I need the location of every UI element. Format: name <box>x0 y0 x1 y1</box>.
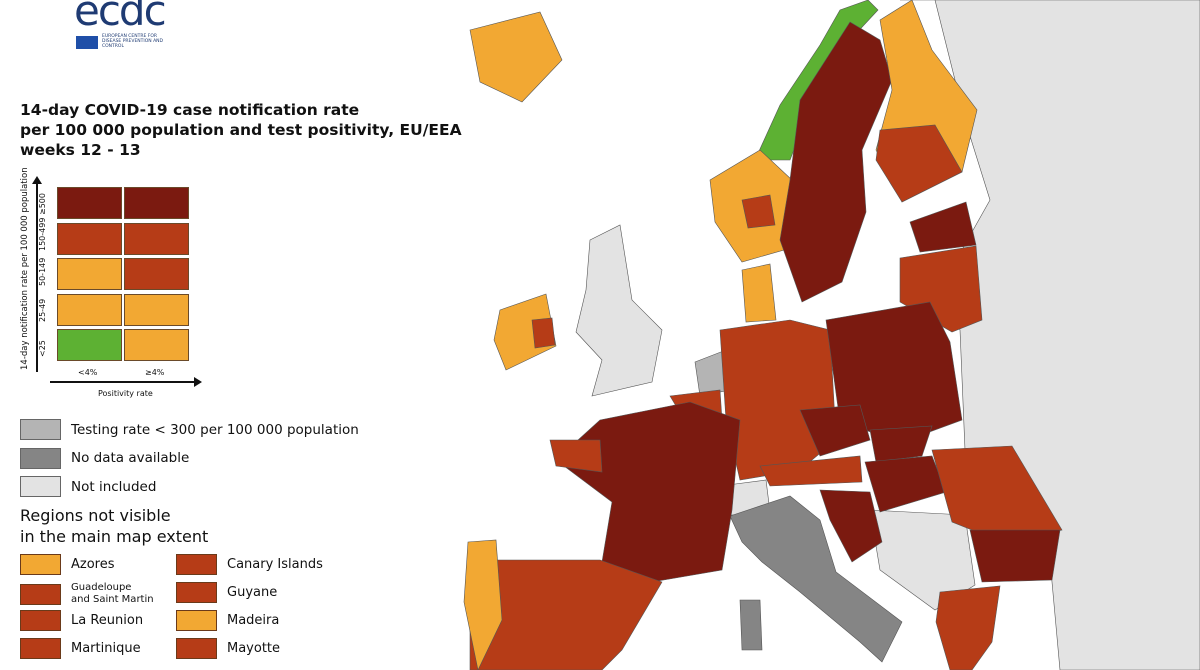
matrix-x-label: <4% <box>78 368 98 377</box>
region-swatch <box>176 638 217 659</box>
matrix-cell <box>57 329 122 361</box>
legend-label: Testing rate < 300 per 100 000 populatio… <box>71 421 359 438</box>
region-hungary <box>864 455 947 513</box>
region-swatch <box>20 610 61 631</box>
matrix-x-title: Positivity rate <box>98 389 153 398</box>
region-swatch <box>20 583 61 605</box>
outside-region-item: Martinique <box>20 638 141 659</box>
region-swatch <box>20 638 61 659</box>
region-germany <box>719 319 837 481</box>
region-italy <box>729 495 903 663</box>
region-bulgaria <box>969 529 1061 583</box>
legend-label: Not included <box>71 478 157 495</box>
legend-item: Testing rate < 300 per 100 000 populatio… <box>20 419 359 440</box>
region-swatch <box>176 554 217 575</box>
region-iceland <box>469 11 563 103</box>
matrix-cell <box>124 187 189 219</box>
legend-label: No data available <box>71 450 190 466</box>
eu-flag-icon <box>76 36 98 49</box>
outside-region-item: Mayotte <box>176 638 280 659</box>
region-label: Martinique <box>71 641 141 656</box>
matrix-cell <box>124 258 189 290</box>
matrix-y-label: 50-149 <box>38 257 47 286</box>
region-swatch <box>20 554 61 575</box>
matrix-y-title: 14-day notification rate per 100 000 pop… <box>20 167 30 370</box>
outside-region-item: Madeira <box>176 610 279 631</box>
title-line-2: per 100 000 population and test positivi… <box>20 121 462 139</box>
matrix-cell <box>57 258 122 290</box>
region-label: Guyane <box>227 585 278 600</box>
matrix-y-label: 150-499 <box>38 217 47 251</box>
matrix-y-label: <25 <box>38 340 47 357</box>
region-uk <box>575 224 663 397</box>
legend-swatch <box>20 419 61 440</box>
region-slovakia <box>869 425 933 463</box>
legend-swatch <box>20 476 61 497</box>
legend-item: No data available <box>20 447 190 469</box>
outside-region-item: Azores <box>20 554 115 575</box>
region-slovenia-croatia <box>819 489 883 563</box>
matrix-y-label: ≥500 <box>38 193 47 215</box>
region-spain <box>469 559 663 670</box>
region-swatch <box>176 582 217 603</box>
matrix-cell <box>57 293 122 326</box>
outside-regions-title-2: in the main map extent <box>20 527 209 546</box>
outside-region-item: Guyane <box>176 582 277 603</box>
y-axis-arrow <box>33 176 41 372</box>
outside-region-item: Guadeloupe and Saint Martin <box>20 582 154 606</box>
matrix-cell <box>57 187 122 219</box>
matrix-cell <box>124 222 189 255</box>
map-title: 14-day COVID-19 case notification rate p… <box>20 100 462 160</box>
region-ireland-east <box>531 317 556 349</box>
outside-regions-title: Regions not visible in the main map exte… <box>20 505 208 547</box>
x-axis-arrow <box>50 378 202 386</box>
region-label: Mayotte <box>227 641 281 656</box>
region-brittany <box>549 439 603 473</box>
matrix-y-label: 25-49 <box>38 298 47 322</box>
region-estonia <box>909 201 977 253</box>
region-finland-south <box>875 124 963 203</box>
region-sardinia <box>739 599 763 651</box>
ecdc-logo: ecdc European Centre for Disease Prevent… <box>30 0 167 55</box>
legend-item: Not included <box>20 476 156 497</box>
region-ireland <box>493 293 557 371</box>
region-label: Azores <box>71 557 115 572</box>
matrix-cell <box>124 293 189 326</box>
matrix-cell <box>57 222 122 255</box>
logo-text: ecdc <box>74 0 167 35</box>
region-swatch <box>176 610 217 631</box>
outside-region-item: Canary Islands <box>176 554 323 575</box>
region-norway-oslo <box>741 194 776 229</box>
region-greece <box>935 585 1001 670</box>
outside-region-item: La Reunion <box>20 610 143 631</box>
matrix-cell <box>124 329 189 361</box>
legend-swatch <box>20 447 61 469</box>
region-denmark <box>741 263 777 323</box>
title-line-3: weeks 12 - 13 <box>20 141 141 159</box>
region-label: Madeira <box>227 613 280 628</box>
outside-regions-title-1: Regions not visible <box>20 506 171 525</box>
region-label: Canary Islands <box>227 557 323 572</box>
logo-subtitle: European Centre for Disease Prevention a… <box>102 34 163 49</box>
region-label: Guadeloupe and Saint Martin <box>71 582 154 605</box>
title-line-1: 14-day COVID-19 case notification rate <box>20 101 360 119</box>
region-label: La Reunion <box>71 613 144 628</box>
region-portugal <box>463 539 503 670</box>
region-austria <box>759 455 863 487</box>
region-france <box>555 401 741 583</box>
region-czechia <box>799 404 871 457</box>
matrix-x-label: ≥4% <box>145 368 165 377</box>
region-sweden <box>779 21 893 303</box>
